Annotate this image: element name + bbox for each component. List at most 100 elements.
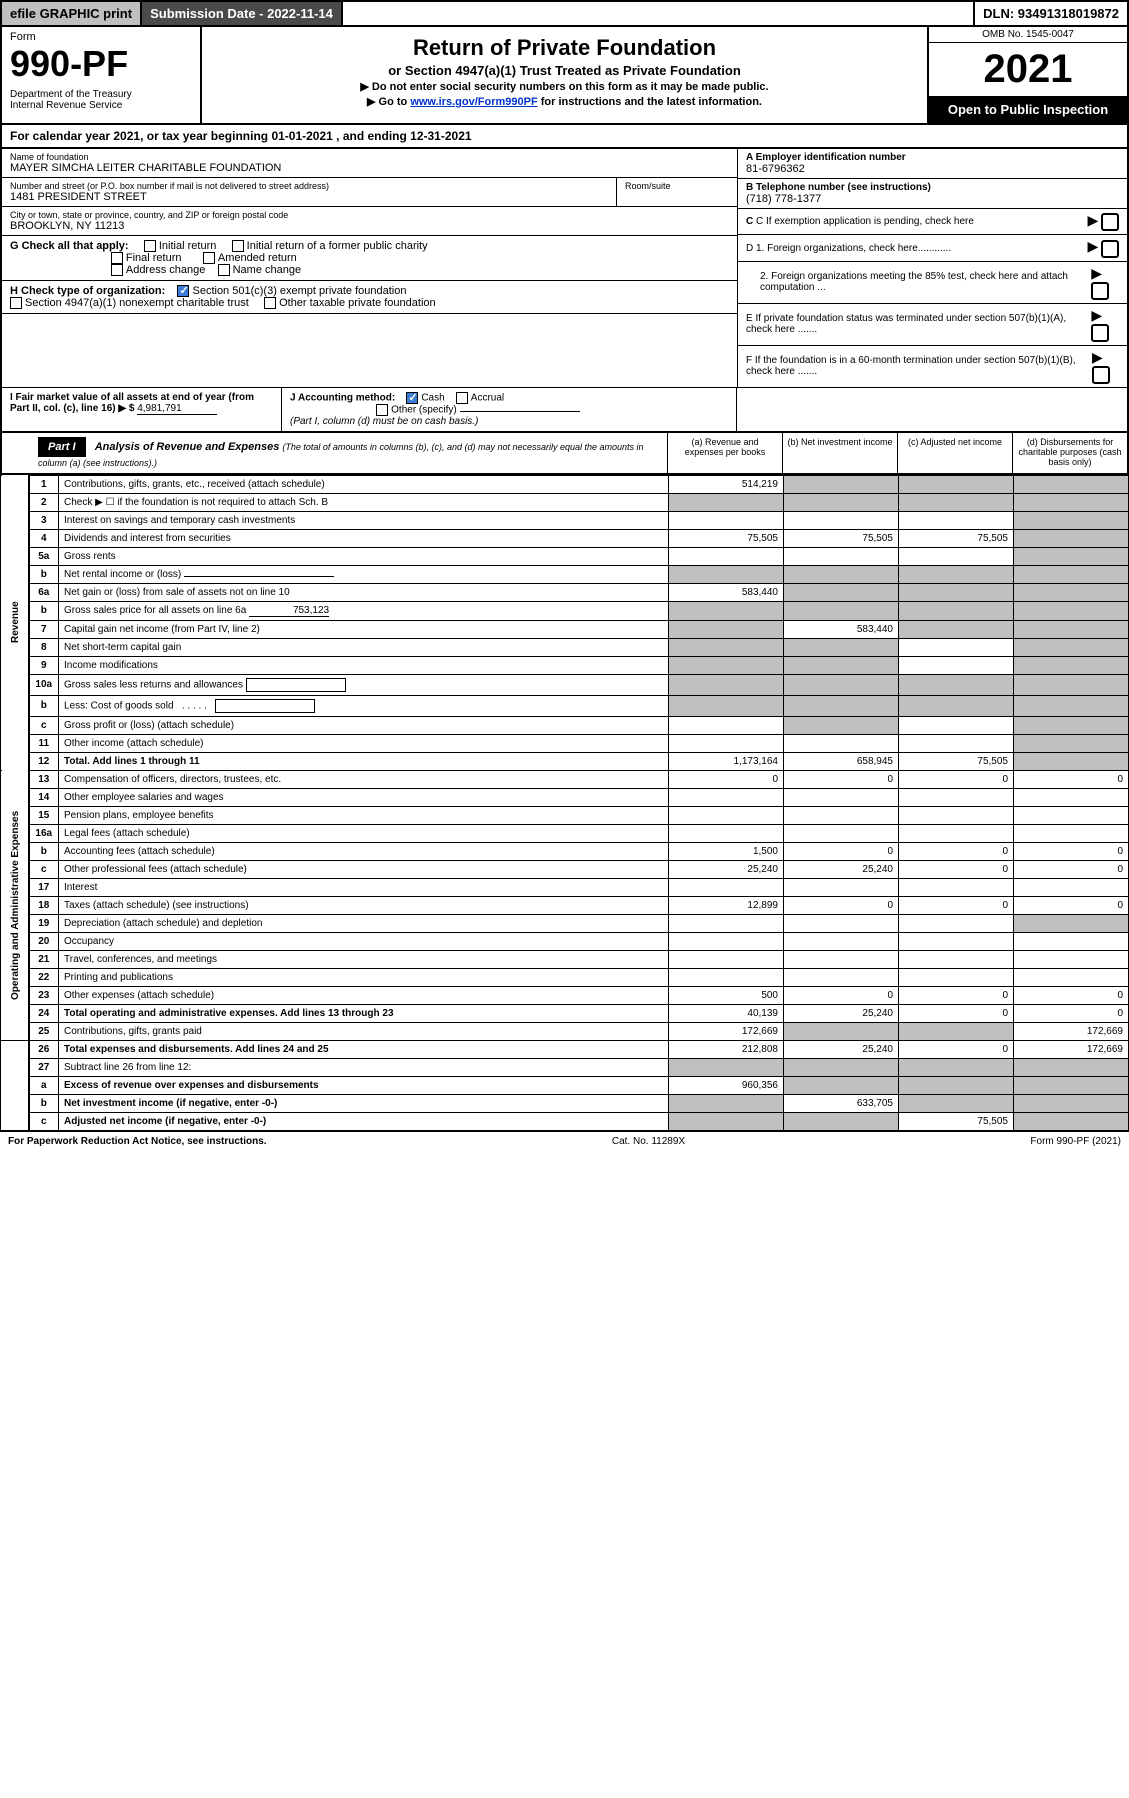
chk-final-return[interactable] (111, 252, 123, 264)
chk-accrual[interactable] (456, 392, 468, 404)
foundation-name: MAYER SIMCHA LEITER CHARITABLE FOUNDATIO… (10, 162, 729, 174)
table-row: cGross profit or (loss) (attach schedule… (1, 716, 1129, 734)
i-label: I Fair market value of all assets at end… (10, 392, 254, 414)
c-label: C C If exemption application is pending,… (746, 216, 974, 227)
chk-c[interactable] (1101, 213, 1119, 231)
d2-label: 2. Foreign organizations meeting the 85%… (746, 271, 1091, 293)
form-subtitle: or Section 4947(a)(1) Trust Treated as P… (210, 63, 919, 78)
table-row: cAdjusted net income (if negative, enter… (1, 1112, 1129, 1130)
dept-treasury: Department of the Treasury Internal Reve… (10, 89, 192, 111)
table-row: 16aLegal fees (attach schedule) (1, 824, 1129, 842)
table-row: Operating and Administrative Expenses 13… (1, 770, 1129, 788)
chk-501c3[interactable] (177, 285, 189, 297)
chk-f[interactable] (1092, 366, 1110, 384)
table-row: bNet investment income (if negative, ent… (1, 1094, 1129, 1112)
table-row: bNet rental income or (loss) (1, 565, 1129, 583)
part1-badge: Part I (38, 437, 86, 457)
street-address: 1481 PRESIDENT STREET (10, 191, 608, 203)
dln: DLN: 93491318019872 (973, 2, 1127, 25)
room-label: Room/suite (625, 181, 729, 191)
submission-date: Submission Date - 2022-11-14 (142, 2, 343, 25)
fmv-value: 4,981,791 (137, 403, 217, 415)
efile-print-button[interactable]: efile GRAPHIC print (2, 2, 142, 25)
table-row: 7Capital gain net income (from Part IV, … (1, 620, 1129, 638)
omb-number: OMB No. 1545-0047 (929, 27, 1127, 43)
ein-value: 81-6796362 (746, 163, 1119, 175)
chk-initial-return[interactable] (144, 240, 156, 252)
calendar-year: For calendar year 2021, or tax year begi… (0, 125, 1129, 149)
table-row: 26Total expenses and disbursements. Add … (1, 1040, 1129, 1058)
chk-other-taxable[interactable] (264, 297, 276, 309)
form-title: Return of Private Foundation (210, 35, 919, 61)
table-row: 14Other employee salaries and wages (1, 788, 1129, 806)
table-row: 2Check ▶ ☐ if the foundation is not requ… (1, 493, 1129, 511)
chk-cash[interactable] (406, 392, 418, 404)
e-label: E If private foundation status was termi… (746, 313, 1091, 335)
chk-d2[interactable] (1091, 282, 1109, 300)
table-row: 17Interest (1, 878, 1129, 896)
table-row: Revenue 1Contributions, gifts, grants, e… (1, 475, 1129, 493)
city-label: City or town, state or province, country… (10, 210, 729, 220)
col-c-head: (c) Adjusted net income (897, 433, 1012, 473)
h-check-row: H Check type of organization: Section 50… (2, 281, 737, 314)
phone-label: B Telephone number (see instructions) (746, 182, 1119, 193)
part1-title: Analysis of Revenue and Expenses (95, 441, 280, 453)
top-bar: efile GRAPHIC print Submission Date - 20… (0, 0, 1129, 27)
open-public: Open to Public Inspection (929, 96, 1127, 123)
table-row: 23Other expenses (attach schedule)500000 (1, 986, 1129, 1004)
form-label: Form (10, 31, 192, 43)
chk-address-change[interactable] (111, 264, 123, 276)
table-row: 6aNet gain or (loss) from sale of assets… (1, 583, 1129, 601)
instr-ssn: ▶ Do not enter social security numbers o… (210, 80, 919, 93)
table-row: cOther professional fees (attach schedul… (1, 860, 1129, 878)
chk-other-method[interactable] (376, 404, 388, 416)
table-row: 15Pension plans, employee benefits (1, 806, 1129, 824)
table-row: 21Travel, conferences, and meetings (1, 950, 1129, 968)
table-row: 9Income modifications (1, 656, 1129, 674)
phone-value: (718) 778-1377 (746, 193, 1119, 205)
paperwork-notice: For Paperwork Reduction Act Notice, see … (8, 1136, 267, 1147)
table-row: 8Net short-term capital gain (1, 638, 1129, 656)
table-row: aExcess of revenue over expenses and dis… (1, 1076, 1129, 1094)
form-ref: Form 990-PF (2021) (1030, 1136, 1121, 1147)
table-row: bGross sales price for all assets on lin… (1, 601, 1129, 620)
form-header: Form 990-PF Department of the Treasury I… (0, 27, 1129, 125)
chk-name-change[interactable] (218, 264, 230, 276)
chk-e[interactable] (1091, 324, 1109, 342)
footer: For Paperwork Reduction Act Notice, see … (0, 1131, 1129, 1151)
table-row: 27Subtract line 26 from line 12: (1, 1058, 1129, 1076)
j-note: (Part I, column (d) must be on cash basi… (290, 416, 478, 427)
table-row: 19Depreciation (attach schedule) and dep… (1, 914, 1129, 932)
expenses-side-label: Operating and Administrative Expenses (1, 770, 29, 1040)
table-row: 22Printing and publications (1, 968, 1129, 986)
table-row: 25Contributions, gifts, grants paid172,6… (1, 1022, 1129, 1040)
col-d-head: (d) Disbursements for charitable purpose… (1012, 433, 1127, 473)
table-row: 18Taxes (attach schedule) (see instructi… (1, 896, 1129, 914)
city-state-zip: BROOKLYN, NY 11213 (10, 220, 729, 232)
chk-amended[interactable] (203, 252, 215, 264)
chk-4947a1[interactable] (10, 297, 22, 309)
table-row: 20Occupancy (1, 932, 1129, 950)
chk-d1[interactable] (1101, 240, 1119, 258)
revenue-side-label: Revenue (1, 475, 29, 770)
instr-link-row: ▶ Go to www.irs.gov/Form990PF for instru… (210, 95, 919, 108)
table-row: 11Other income (attach schedule) (1, 734, 1129, 752)
table-row: 12Total. Add lines 1 through 111,173,164… (1, 752, 1129, 770)
ein-label: A Employer identification number (746, 152, 1119, 163)
table-row: bAccounting fees (attach schedule)1,5000… (1, 842, 1129, 860)
table-row: 4Dividends and interest from securities7… (1, 529, 1129, 547)
cat-no: Cat. No. 11289X (612, 1136, 685, 1147)
part1-table: Revenue 1Contributions, gifts, grants, e… (0, 475, 1129, 1131)
name-label: Name of foundation (10, 152, 729, 162)
form-number: 990-PF (10, 43, 192, 85)
col-a-head: (a) Revenue and expenses per books (667, 433, 782, 473)
tax-year: 2021 (929, 43, 1127, 96)
table-row: 10aGross sales less returns and allowanc… (1, 674, 1129, 695)
table-row: bLess: Cost of goods sold . . . . . (1, 695, 1129, 716)
irs-link[interactable]: www.irs.gov/Form990PF (410, 96, 537, 108)
table-row: 5aGross rents (1, 547, 1129, 565)
g-check-row: G Check all that apply: Initial return I… (2, 236, 737, 281)
chk-initial-former[interactable] (232, 240, 244, 252)
f-label: F If the foundation is in a 60-month ter… (746, 355, 1092, 377)
d1-label: D 1. Foreign organizations, check here..… (746, 243, 951, 254)
